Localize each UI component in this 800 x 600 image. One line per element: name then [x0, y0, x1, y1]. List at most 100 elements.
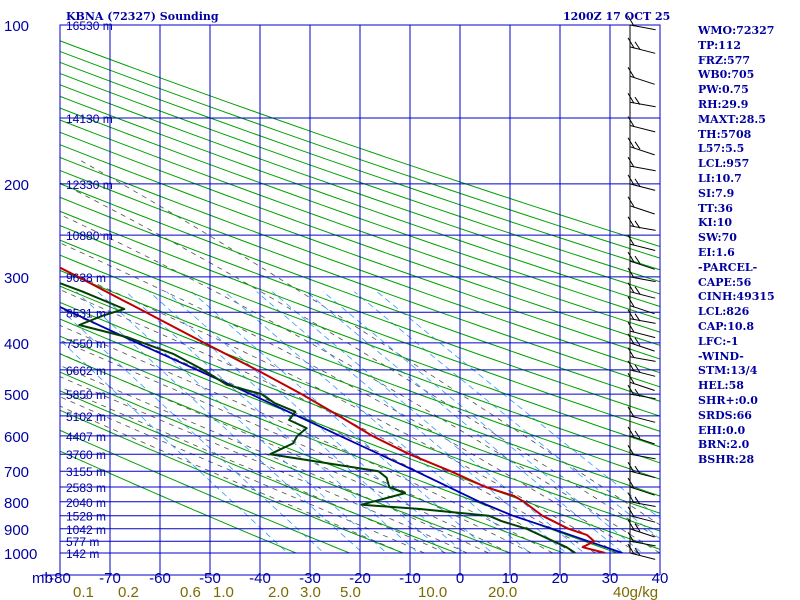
- mixing-ratio-label: 10.0: [418, 584, 447, 600]
- mixing-ratio-line: [354, 291, 660, 540]
- wind-barb: [627, 174, 656, 191]
- height-label: 3760 m: [66, 448, 106, 462]
- wind-barb: [627, 333, 655, 352]
- index-line: BRN:2.0: [698, 438, 750, 452]
- wind-barb: [627, 519, 655, 538]
- wind-barb: [627, 492, 656, 507]
- index-line: BSHR:28: [698, 453, 755, 467]
- index-line: HEL:58: [698, 379, 744, 393]
- mixing-ratio-label: 0.6: [180, 584, 201, 600]
- temperature-tick-label: 10: [502, 570, 519, 587]
- height-label: 4407 m: [66, 430, 106, 444]
- index-line: KI:10: [698, 216, 733, 230]
- mixing-ratio-label: 0.1: [73, 584, 94, 600]
- index-line: SRDS:66: [698, 408, 752, 422]
- height-label: 14130 m: [66, 112, 113, 126]
- mixing-ratio-label: 1.0: [213, 584, 234, 600]
- wind-barb: [627, 92, 656, 108]
- pressure-tick-label: 400: [4, 336, 29, 353]
- wind-barb: [627, 444, 656, 460]
- pressure-tick-label: 300: [4, 270, 29, 287]
- temperature-tick-label: -70: [99, 570, 121, 587]
- dry-adiabat: [60, 183, 660, 402]
- mixing-ratio-label: 2.0: [268, 584, 289, 600]
- pressure-unit-label: mb: [32, 570, 53, 587]
- height-label: 2040 m: [66, 496, 106, 510]
- dry-adiabat: [60, 239, 660, 464]
- dry-adiabat: [60, 353, 565, 553]
- plot-frame: [59, 24, 661, 554]
- traces: [60, 266, 623, 553]
- dry-adiabat: [60, 131, 660, 346]
- wind-barb: [627, 543, 656, 560]
- pressure-tick-label: 900: [4, 522, 29, 539]
- dry-adiabat: [60, 390, 458, 553]
- dewpoint-trace: [60, 282, 576, 553]
- moist-adiabat: [60, 376, 468, 553]
- temperature-tick-label: -30: [299, 570, 321, 587]
- index-line: CAP:10.8: [698, 319, 755, 333]
- grid: [42, 24, 661, 576]
- index-line: LFC:-1: [698, 334, 739, 348]
- wind-barb: [627, 296, 655, 315]
- height-label: 577 m: [66, 535, 99, 549]
- wind-barb: [627, 234, 656, 251]
- temperature-tick-label: -50: [199, 570, 221, 587]
- pressure-tick-label: 600: [4, 429, 29, 446]
- chart-time: 1200Z 17 OCT 25: [563, 10, 671, 23]
- index-line: TH:5708: [698, 127, 752, 141]
- dry-adiabat: [60, 72, 660, 283]
- mixing-ratio-line: [97, 291, 388, 553]
- mixing-ratio-line: [76, 291, 364, 553]
- parcel-trace: [60, 306, 623, 553]
- dry-adiabat: [60, 301, 660, 532]
- moist-adiabat: [60, 182, 660, 540]
- wind-barb: [627, 360, 656, 377]
- wind-barb: [627, 506, 656, 523]
- index-line: STM:13/4: [698, 364, 758, 378]
- index-line: -PARCEL-: [698, 260, 758, 274]
- dry-adiabat: [60, 210, 660, 432]
- wind-barb: [627, 406, 656, 423]
- dry-adiabat: [60, 40, 660, 248]
- wind-barb: [627, 37, 656, 54]
- moist-adiabat: [60, 308, 575, 553]
- wind-barb: [627, 196, 655, 215]
- wind-barb: [627, 282, 656, 299]
- wind-barb: [627, 66, 655, 85]
- wind-barb: [627, 461, 656, 479]
- dry-adiabat: [60, 119, 660, 333]
- height-label: 142 m: [66, 547, 99, 561]
- moist-adiabat: [60, 365, 489, 553]
- index-line: SHR+:0.0: [698, 393, 758, 407]
- moist-adiabat: [60, 324, 553, 553]
- height-label: 5850 m: [66, 388, 106, 402]
- index-line: TT:36: [698, 201, 733, 215]
- dry-adiabats: [60, 40, 660, 553]
- wind-barb: [627, 267, 656, 283]
- moist-adiabat: [60, 214, 660, 553]
- pressure-tick-label: 200: [4, 177, 29, 194]
- temperature-tick-label: 0: [456, 570, 464, 587]
- wind-barb: [627, 137, 655, 156]
- height-label: 3155 m: [66, 465, 106, 479]
- mixing-ratio-line: [306, 291, 624, 553]
- temperature-tick-label: 40: [652, 570, 669, 587]
- temperature-tick-label: -60: [149, 570, 171, 587]
- height-label: 9638 m: [66, 271, 106, 285]
- dry-adiabat: [60, 285, 660, 514]
- height-label: 10880 m: [66, 229, 113, 243]
- dry-adiabat: [60, 450, 298, 553]
- temperature-trace: [60, 266, 606, 553]
- dry-adiabat: [60, 225, 660, 448]
- wind-barb: [627, 321, 656, 339]
- height-label: 7550 m: [66, 337, 106, 351]
- index-line: LCL:957: [698, 157, 750, 171]
- height-label: 5102 m: [66, 410, 106, 424]
- wind-barb: [627, 477, 655, 496]
- index-line: LI:10.7: [698, 171, 742, 185]
- dry-adiabat: [60, 84, 660, 295]
- index-line: MAXT:28.5: [698, 112, 766, 126]
